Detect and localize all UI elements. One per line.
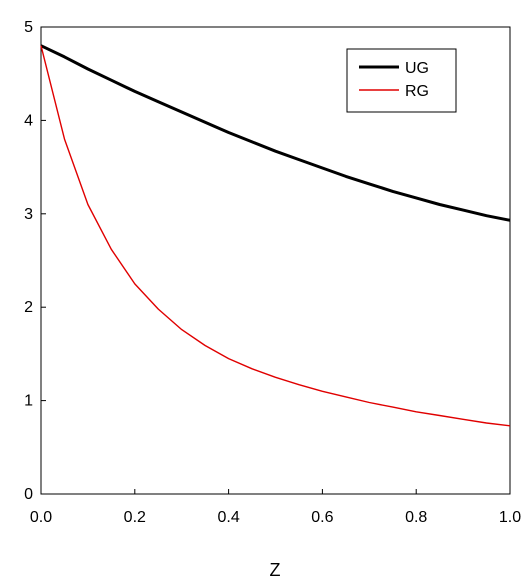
- y-tick-label: 5: [24, 19, 33, 36]
- legend-label-rg: RG: [405, 83, 429, 100]
- x-tick-label: 0.2: [124, 509, 146, 526]
- y-tick-label: 2: [24, 299, 33, 316]
- y-tick-label: 1: [24, 393, 33, 410]
- x-tick-label: 1.0: [499, 509, 521, 526]
- legend-box: [346, 48, 457, 113]
- series-line-rg: [40, 45, 511, 427]
- legend: UG RG: [346, 48, 457, 113]
- series-layer: [40, 44, 511, 427]
- x-tick-label: 0.6: [311, 509, 333, 526]
- x-tick-label: 0.4: [217, 509, 239, 526]
- axes: [40, 26, 511, 495]
- ticks: 0.0 0.2 0.4 0.6 0.8 1.0 0 1 2 3 4 5: [24, 19, 521, 526]
- y-tick-label: 3: [24, 206, 33, 223]
- plot-frame: [40, 26, 511, 495]
- y-tick-label: 0: [24, 486, 33, 503]
- legend-label-ug: UG: [405, 60, 429, 77]
- x-tick-label: 0.0: [30, 509, 52, 526]
- y-tick-label: 4: [24, 112, 33, 129]
- x-axis-label: Z: [270, 560, 281, 580]
- x-tick-label: 0.8: [405, 509, 427, 526]
- series-line-ug: [40, 44, 511, 222]
